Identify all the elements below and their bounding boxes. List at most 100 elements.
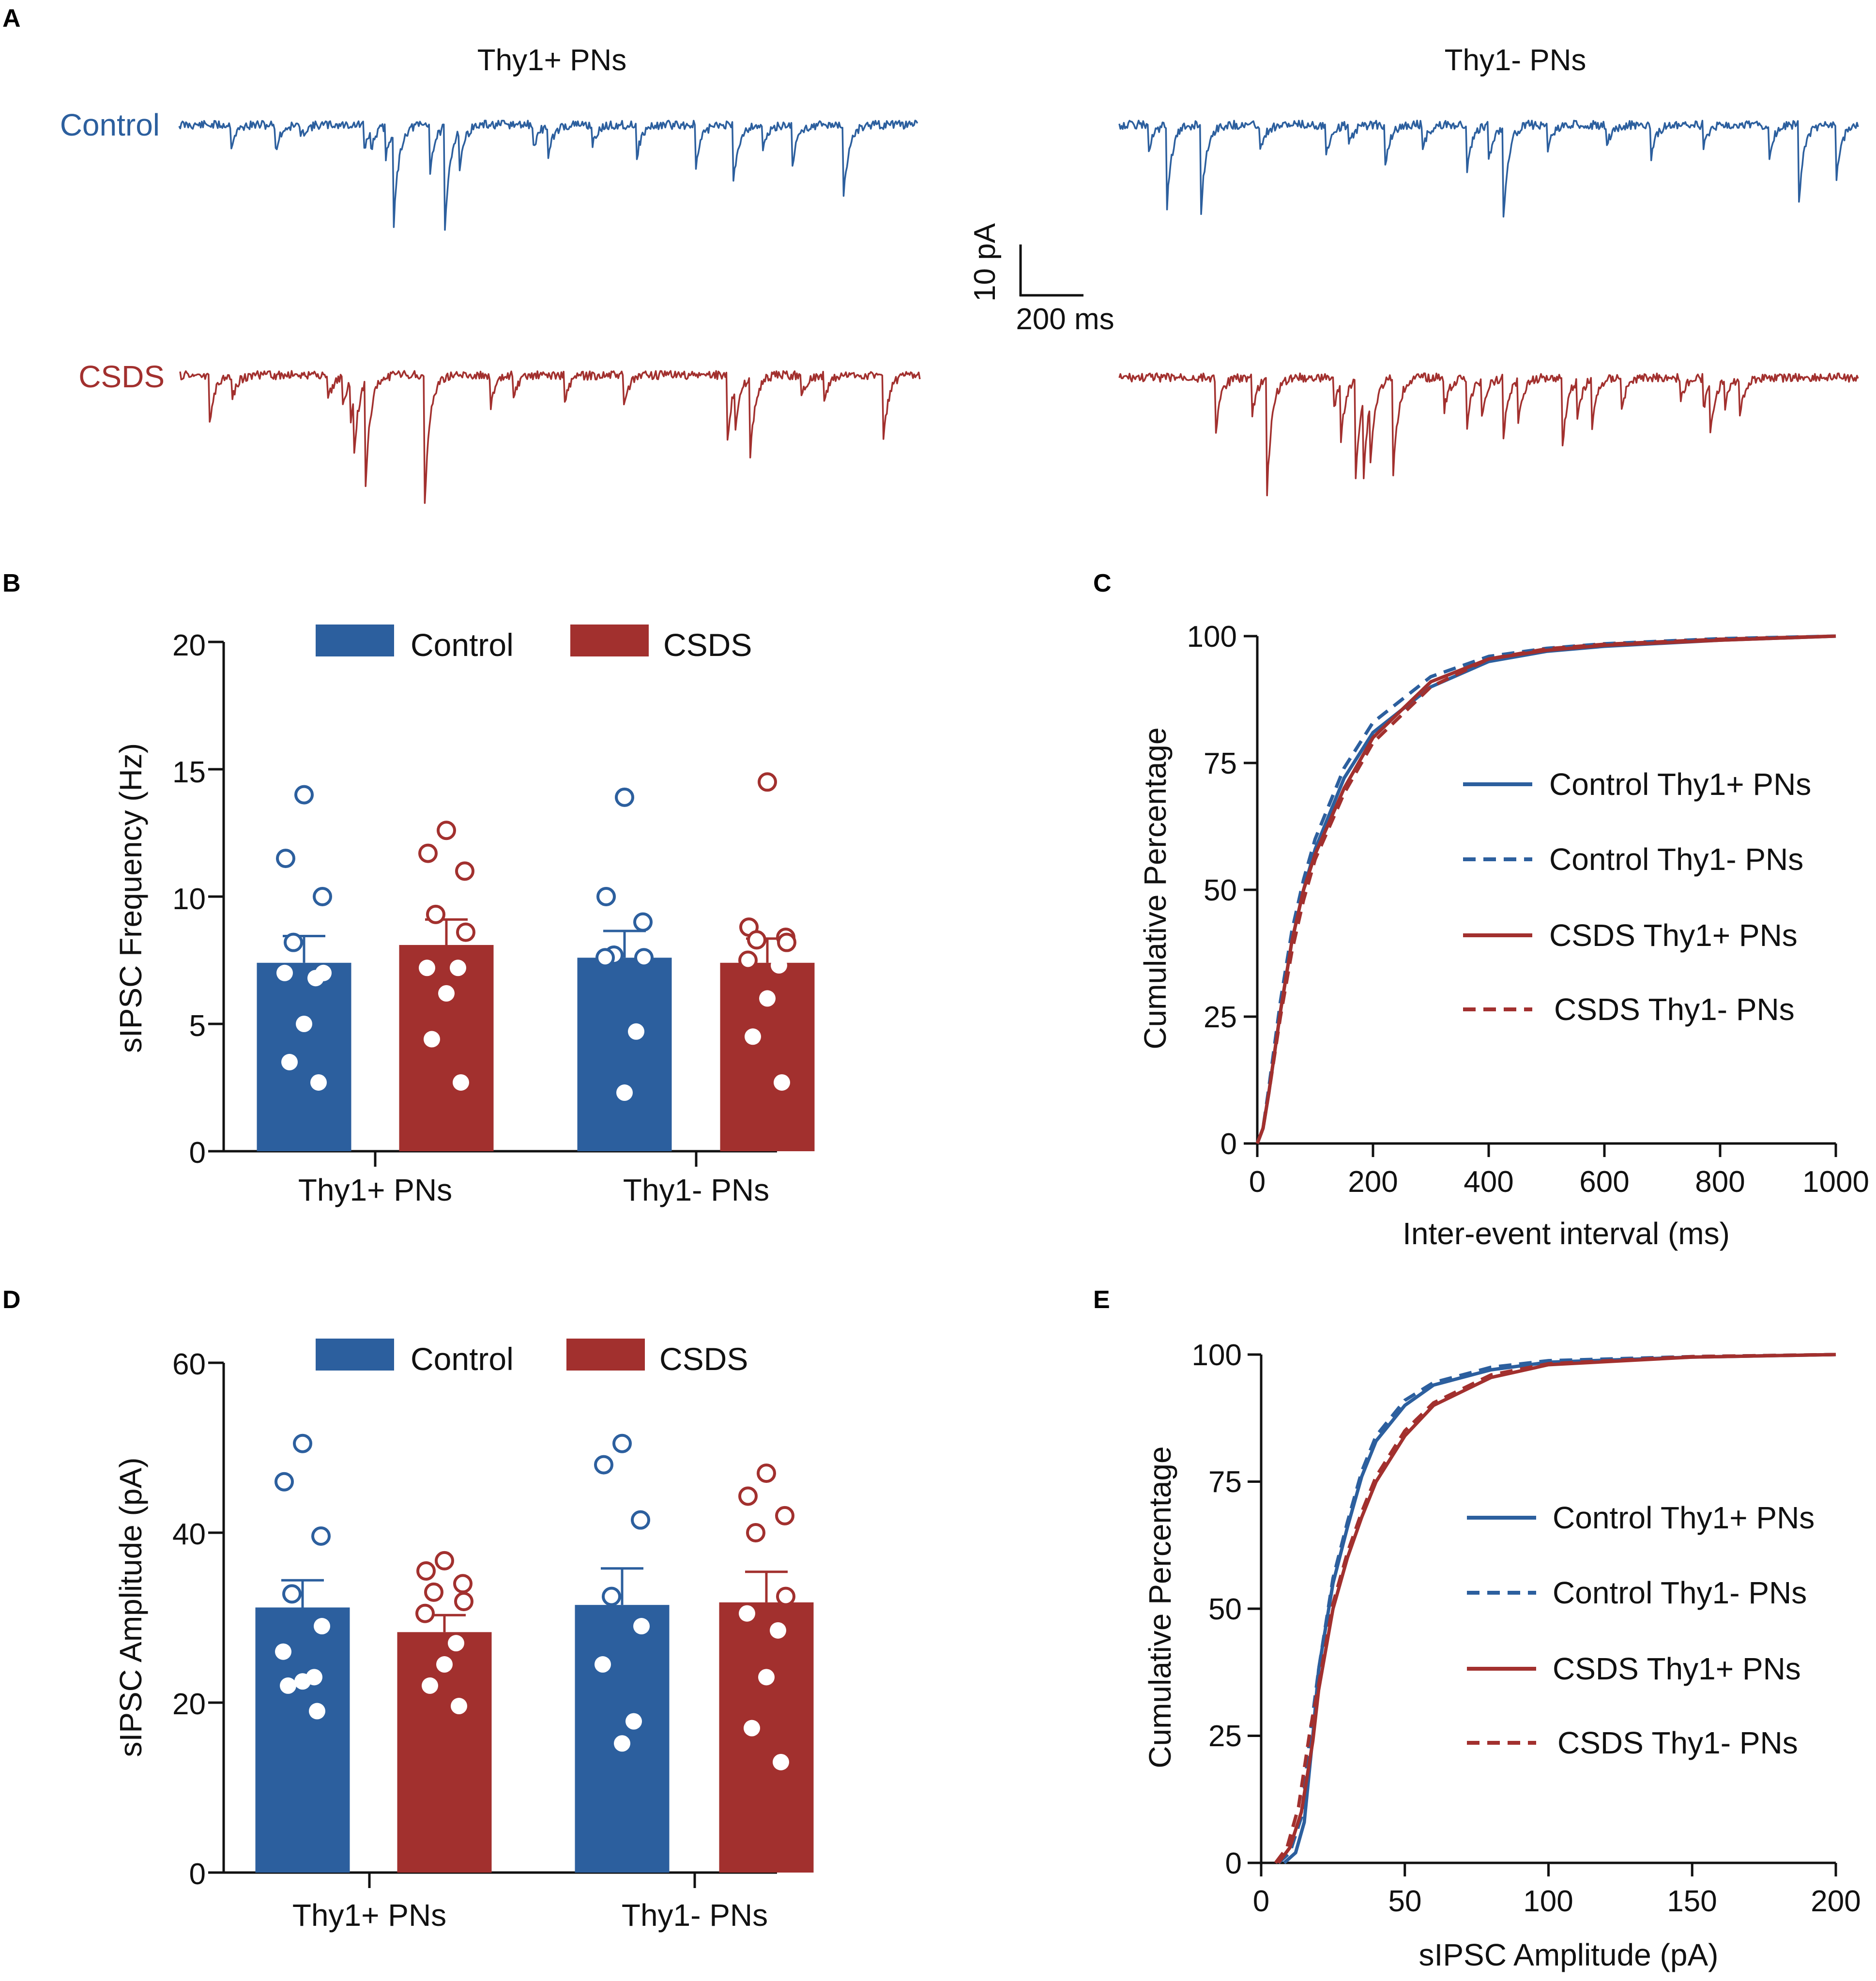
panel-c-letter: C <box>1093 569 1112 597</box>
panel-c-y-tick-labels: 0 25 50 75 100 <box>1187 620 1237 1161</box>
y-tick-label: 100 <box>1187 620 1237 654</box>
legend-label: Control Thy1- PNs <box>1553 1575 1807 1610</box>
data-point <box>415 1603 435 1623</box>
trace-label-control: Control <box>60 107 160 142</box>
bar <box>257 962 351 1151</box>
panel-c-cumulative-chart: C Cumulative Percentage Inter-event inte… <box>1093 569 1869 1251</box>
y-tick-label: 50 <box>1208 1593 1242 1626</box>
x-tick-label: 400 <box>1464 1165 1513 1199</box>
y-tick-label: 75 <box>1208 1465 1242 1499</box>
data-point <box>616 1084 633 1101</box>
data-point <box>456 922 475 942</box>
data-point <box>419 960 435 976</box>
panel-e-y-tick-labels: 0 25 50 75 100 <box>1192 1339 1242 1880</box>
x-tick-label: 800 <box>1695 1165 1745 1199</box>
x-tick-label: 200 <box>1811 1885 1861 1918</box>
x-category-label: Thy1+ PNs <box>298 1173 452 1207</box>
x-tick-label: 0 <box>1249 1165 1266 1199</box>
panel-d-y-tick-labels: 0 20 40 60 <box>172 1348 206 1891</box>
data-point <box>311 1526 331 1546</box>
series-line <box>1255 634 1836 1144</box>
data-point <box>275 1472 294 1492</box>
x-category-label: Thy1- PNs <box>622 1898 768 1933</box>
legend-label-control: Control <box>411 1341 514 1377</box>
scale-bar-y-label: 10 pA <box>968 223 1002 302</box>
data-point <box>594 1455 613 1475</box>
data-point <box>759 990 776 1007</box>
data-point <box>307 970 324 987</box>
y-tick-label: 10 <box>172 883 206 916</box>
panel-c-y-label: Cumulative Percentage <box>1138 727 1173 1049</box>
legend-label: Control Thy1+ PNs <box>1549 767 1811 802</box>
data-point <box>448 1635 464 1652</box>
x-tick-label: 50 <box>1388 1885 1422 1918</box>
data-point <box>745 1028 761 1045</box>
y-tick-label: 50 <box>1204 874 1237 907</box>
data-point <box>628 1023 644 1040</box>
panel-d-y-label: sIPSC Amplitude (pA) <box>113 1458 148 1757</box>
trace-control-thy1-minus <box>1118 120 1859 218</box>
data-point <box>313 887 332 906</box>
data-point <box>450 960 466 976</box>
data-point <box>738 950 758 970</box>
data-point <box>747 930 766 950</box>
trace-csds-thy1-minus <box>1118 372 1859 497</box>
series-line <box>1255 634 1836 1144</box>
x-tick-label: 1000 <box>1802 1165 1869 1199</box>
data-point <box>739 1605 755 1622</box>
data-point <box>294 1673 311 1690</box>
data-point <box>625 1713 642 1730</box>
data-point <box>276 849 295 869</box>
data-point <box>777 932 796 952</box>
y-tick-label: 20 <box>172 1688 206 1721</box>
data-point <box>418 843 438 863</box>
legend-label: CSDS Thy1- PNs <box>1554 992 1795 1027</box>
series-line <box>1274 1353 1836 1864</box>
panel-a-letter: A <box>2 4 21 32</box>
bar <box>255 1607 350 1873</box>
series-line <box>1283 1353 1836 1864</box>
data-point <box>294 785 314 805</box>
data-point <box>773 1753 789 1770</box>
trace-csds-thy1-plus <box>179 370 921 504</box>
data-point <box>438 985 455 1002</box>
data-point <box>436 1656 453 1673</box>
data-point <box>453 1574 473 1594</box>
data-point <box>775 1506 794 1525</box>
panel-a-title-left: Thy1+ PNs <box>477 44 626 77</box>
data-point <box>634 948 654 968</box>
data-point <box>770 1622 786 1639</box>
bar <box>399 945 494 1151</box>
data-point <box>633 1618 650 1635</box>
panel-b-y-tick-labels: 0 5 10 15 20 <box>172 629 206 1170</box>
y-tick-label: 0 <box>1220 1128 1237 1161</box>
trace-label-csds: CSDS <box>78 359 165 394</box>
y-tick-label: 20 <box>172 629 206 662</box>
panel-d-bar-chart: D sIPSC Amplitude (pA) Control CSDS 0 20… <box>2 1286 814 1933</box>
data-point <box>774 1074 790 1091</box>
data-point <box>615 787 634 807</box>
x-tick-label: 150 <box>1667 1885 1717 1918</box>
data-point <box>758 1669 775 1686</box>
data-point <box>282 1584 302 1604</box>
data-point <box>435 1551 454 1570</box>
data-point <box>595 948 615 968</box>
data-point <box>744 1720 760 1737</box>
data-point <box>758 772 777 792</box>
x-tick-label: 200 <box>1348 1165 1398 1199</box>
legend-label-csds: CSDS <box>663 627 752 663</box>
y-tick-label: 5 <box>189 1009 206 1043</box>
data-point <box>422 1677 438 1694</box>
data-point <box>612 1433 632 1453</box>
series-line <box>1255 634 1836 1144</box>
panel-e-x-tick-labels: 0 50 100 150 200 <box>1253 1885 1861 1918</box>
panel-e-y-label: Cumulative Percentage <box>1143 1446 1177 1768</box>
legend-label: CSDS Thy1+ PNs <box>1549 918 1798 953</box>
data-point <box>631 1510 650 1530</box>
legend-label: Control Thy1+ PNs <box>1553 1500 1815 1535</box>
panel-c-x-tick-labels: 0 200 400 600 800 1000 <box>1249 1165 1869 1199</box>
data-point <box>757 1463 776 1483</box>
data-point <box>776 1586 795 1606</box>
data-point <box>454 1592 473 1612</box>
